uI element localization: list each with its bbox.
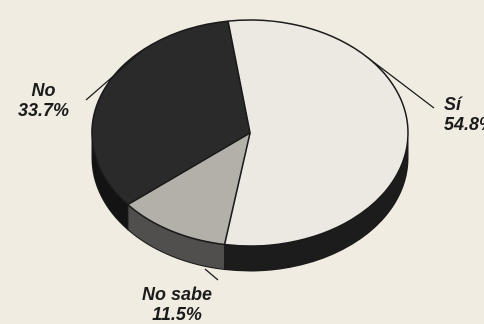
slice-label-no-value: 33.7% <box>18 100 70 120</box>
slice-label-no: No 33.7% <box>18 80 69 120</box>
slice-label-si-name: Sí <box>444 94 462 114</box>
slice-label-si: Sí 54.8% <box>444 94 484 134</box>
pie-slice-si <box>223 19 409 247</box>
slice-label-no-sabe: No sabe 11.5% <box>142 284 212 324</box>
pie-slice-no-sabe <box>127 132 251 246</box>
leader-line-si <box>365 55 435 109</box>
slice-label-no-sabe-value: 11.5% <box>152 304 202 324</box>
pie-slice-no <box>91 20 251 206</box>
slice-label-si-value: 54.8% <box>444 114 484 134</box>
leader-line-no <box>85 48 145 101</box>
leader-line-no-sabe <box>204 268 219 281</box>
slice-label-no-name: No <box>31 80 56 100</box>
slice-label-no-sabe-name: No sabe <box>142 284 213 304</box>
